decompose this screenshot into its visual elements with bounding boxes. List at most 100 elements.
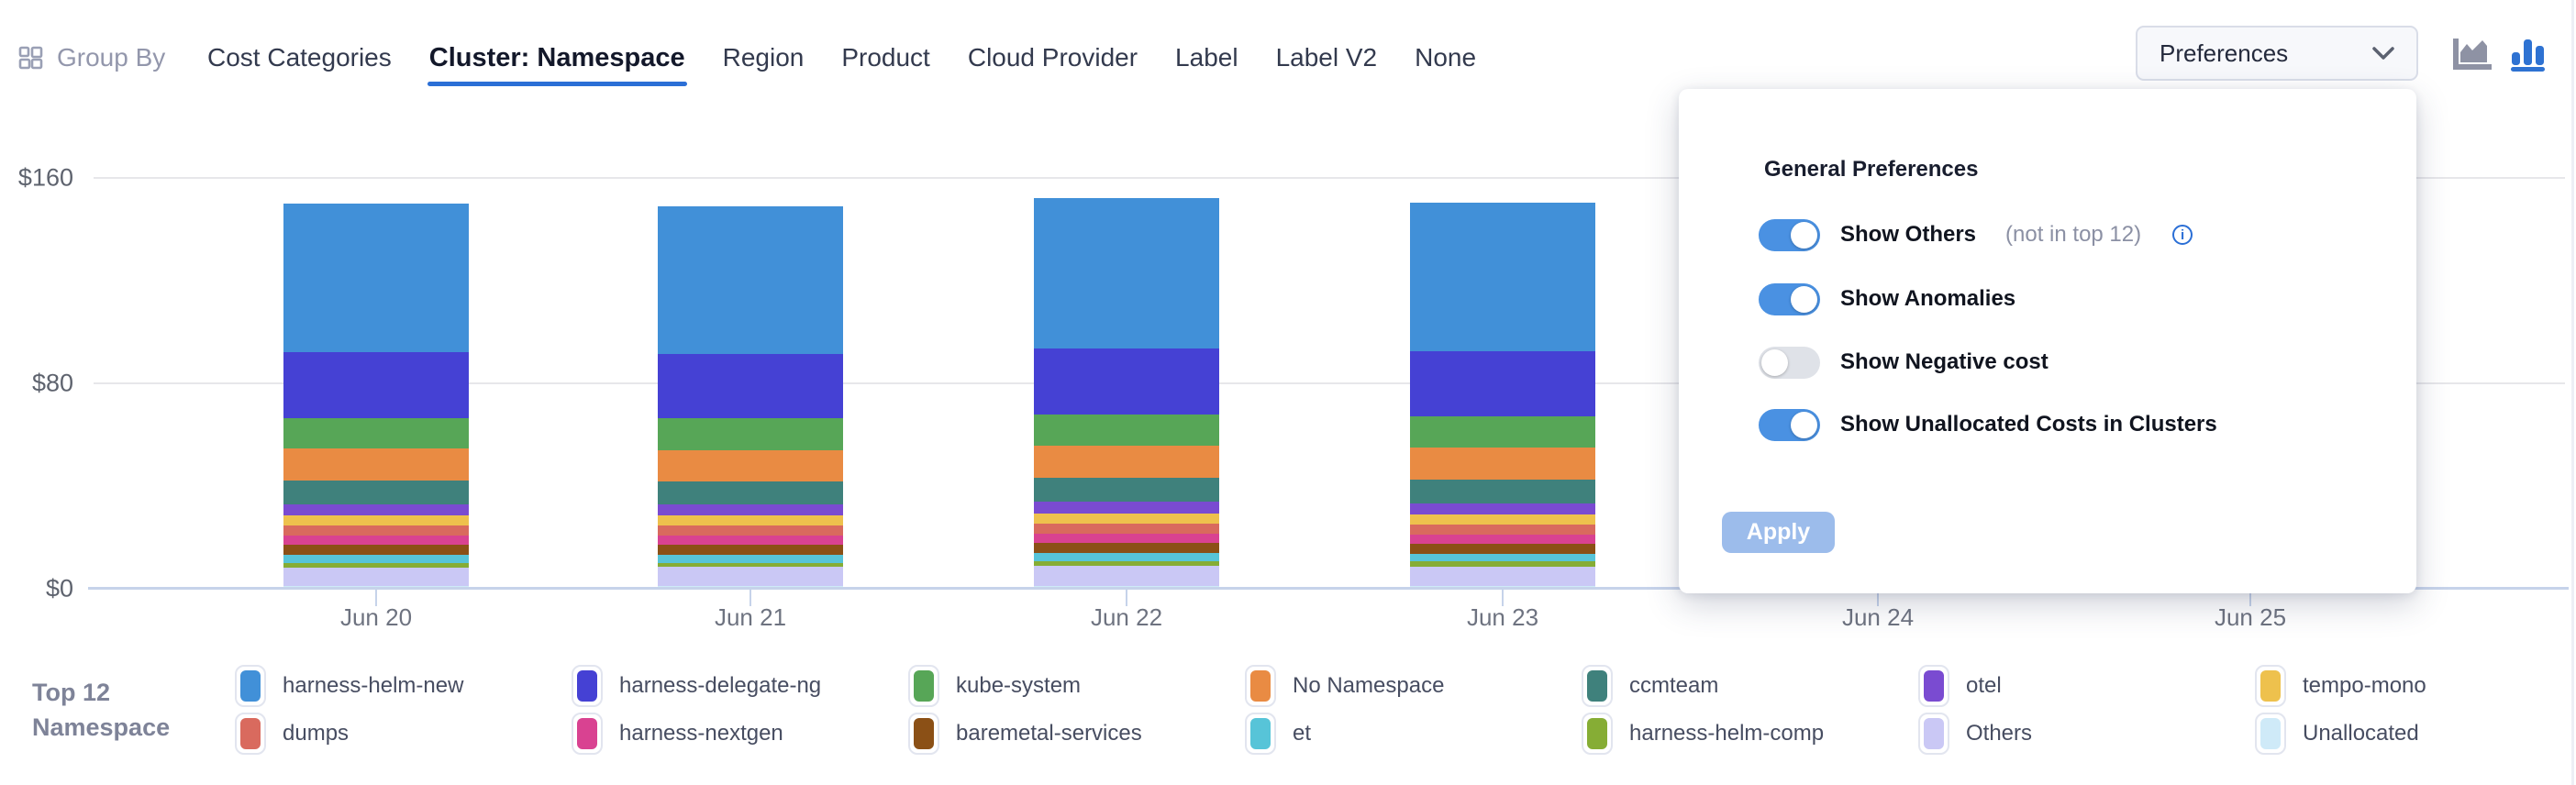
legend-color-chip — [1245, 713, 1276, 755]
bar-segment-harness-helm-comp[interactable] — [1034, 560, 1219, 566]
bar-segment-others[interactable] — [1034, 565, 1219, 587]
bar-segment-ccmteam[interactable] — [658, 481, 843, 505]
bar-segment-ccmteam[interactable] — [1034, 477, 1219, 503]
bar-segment-harness-nextgen[interactable] — [1410, 534, 1595, 544]
bar-segment-no-namespace[interactable] — [658, 449, 843, 481]
legend-item-harness-helm-new[interactable]: harness-helm-new — [235, 665, 572, 707]
bar-segment-et[interactable] — [283, 555, 469, 564]
bar-jun-20[interactable] — [283, 204, 469, 589]
bar-segment-et[interactable] — [1034, 553, 1219, 561]
toggle-switch-show-others[interactable] — [1759, 218, 1820, 251]
group-by-tabs: Cost Categories Cluster: Namespace Region P… — [207, 42, 1477, 86]
legend-item-harness-nextgen[interactable]: harness-nextgen — [572, 713, 908, 755]
bar-segment-et[interactable] — [658, 554, 843, 563]
legend-item-et[interactable]: et — [1245, 713, 1582, 755]
bar-segment-tempo-mono[interactable] — [658, 515, 843, 526]
tab-label[interactable]: Label — [1175, 43, 1238, 72]
bar-segment-otel[interactable] — [1034, 502, 1219, 514]
tab-region[interactable]: Region — [722, 43, 805, 72]
toggle-switch-show-anomalies[interactable] — [1759, 282, 1820, 315]
bar-segment-harness-delegate-ng[interactable] — [658, 353, 843, 419]
legend-item-dumps[interactable]: dumps — [235, 713, 572, 755]
tab-none[interactable]: None — [1415, 43, 1477, 72]
legend-color-chip — [235, 713, 266, 755]
legend-item-others[interactable]: Others — [1918, 713, 2255, 755]
bar-segment-harness-nextgen[interactable] — [1034, 534, 1219, 544]
bar-segment-others[interactable] — [658, 567, 843, 587]
tab-cloud-provider[interactable]: Cloud Provider — [967, 43, 1138, 72]
tab-cluster-namespace[interactable]: Cluster: Namespace — [427, 42, 687, 86]
bar-segment-others[interactable] — [1410, 566, 1595, 586]
bar-segment-others[interactable] — [283, 568, 469, 586]
bar-segment-baremetal-services[interactable] — [658, 545, 843, 555]
bar-segment-tempo-mono[interactable] — [1034, 513, 1219, 524]
toggle-knob — [1791, 285, 1817, 313]
bar-jun-21[interactable] — [658, 206, 843, 589]
bar-segment-harness-delegate-ng[interactable] — [283, 352, 469, 418]
legend-item-harness-helm-comp[interactable]: harness-helm-comp — [1582, 713, 1918, 755]
bar-segment-harness-delegate-ng[interactable] — [1410, 351, 1595, 417]
bar-segment-no-namespace[interactable] — [1410, 448, 1595, 480]
bar-jun-22[interactable] — [1034, 198, 1219, 589]
tab-cost-categories[interactable]: Cost Categories — [207, 43, 392, 72]
info-icon[interactable]: i — [2172, 225, 2193, 245]
toggle-knob — [1791, 221, 1817, 249]
area-chart-icon[interactable] — [2451, 37, 2493, 72]
bar-segment-harness-helm-comp[interactable] — [658, 562, 843, 568]
legend-item-no-namespace[interactable]: No Namespace — [1245, 665, 1582, 707]
bar-segment-baremetal-services[interactable] — [283, 545, 469, 556]
toggle-label: Show Anomalies — [1840, 286, 2016, 311]
bar-segment-dumps[interactable] — [1410, 524, 1595, 535]
bar-segment-kube-system[interactable] — [1034, 414, 1219, 446]
bar-segment-dumps[interactable] — [1034, 523, 1219, 535]
bar-segment-baremetal-services[interactable] — [1410, 543, 1595, 554]
legend-items: harness-helm-new dumps harness-delegate-ng… — [235, 662, 2576, 757]
apply-button[interactable]: Apply — [1722, 512, 1835, 553]
legend-item-kube-system[interactable]: kube-system — [908, 665, 1245, 707]
bar-segment-kube-system[interactable] — [283, 417, 469, 449]
legend-item-tempo-mono[interactable]: tempo-mono — [2255, 665, 2576, 707]
bar-chart-icon[interactable] — [2508, 37, 2550, 72]
legend-item-unallocated[interactable]: Unallocated — [2255, 713, 2576, 755]
legend-item-baremetal-services[interactable]: baremetal-services — [908, 713, 1245, 755]
bar-segment-kube-system[interactable] — [658, 418, 843, 450]
legend-label: Unallocated — [2303, 721, 2419, 746]
bar-segment-harness-nextgen[interactable] — [283, 536, 469, 546]
bar-segment-ccmteam[interactable] — [1410, 479, 1595, 503]
bar-segment-harness-helm-new[interactable] — [1410, 203, 1595, 352]
bar-segment-baremetal-services[interactable] — [1034, 543, 1219, 553]
bar-segment-harness-delegate-ng[interactable] — [1034, 348, 1219, 415]
bar-segment-et[interactable] — [1410, 553, 1595, 562]
bar-segment-harness-helm-comp[interactable] — [283, 563, 469, 569]
legend-item-ccmteam[interactable]: ccmteam — [1582, 665, 1918, 707]
preferences-dropdown[interactable]: Preferences — [2136, 26, 2418, 81]
x-axis-label: Jun 23 — [1466, 603, 1539, 631]
bar-segment-harness-helm-new[interactable] — [283, 204, 469, 353]
bar-segment-harness-nextgen[interactable] — [658, 536, 843, 546]
tab-label-v2[interactable]: Label V2 — [1275, 43, 1378, 72]
bar-segment-tempo-mono[interactable] — [283, 515, 469, 526]
bar-segment-harness-helm-comp[interactable] — [1410, 561, 1595, 567]
toggle-row-show-anomalies: Show Anomalies — [1759, 281, 2015, 317]
bar-jun-23[interactable] — [1410, 203, 1595, 589]
bar-segment-dumps[interactable] — [658, 525, 843, 536]
bar-segment-dumps[interactable] — [283, 525, 469, 536]
bar-segment-otel[interactable] — [283, 504, 469, 516]
bar-segment-harness-helm-new[interactable] — [658, 206, 843, 354]
tab-product[interactable]: Product — [841, 43, 930, 72]
legend-item-otel[interactable]: otel — [1918, 665, 2255, 707]
legend-label: ccmteam — [1629, 673, 1719, 698]
bar-segment-otel[interactable] — [658, 504, 843, 516]
toggle-switch-show-negative-cost[interactable] — [1759, 346, 1820, 379]
toggle-switch-show-unallocated-costs-in-clusters[interactable] — [1759, 408, 1820, 441]
bar-segment-harness-helm-new[interactable] — [1034, 198, 1219, 348]
toggle-label: Show Negative cost — [1840, 349, 2049, 374]
bar-segment-no-namespace[interactable] — [283, 448, 469, 481]
bar-segment-no-namespace[interactable] — [1034, 445, 1219, 478]
bar-segment-tempo-mono[interactable] — [1410, 514, 1595, 525]
bar-segment-ccmteam[interactable] — [283, 481, 469, 505]
preferences-dropdown-label: Preferences — [2160, 39, 2289, 67]
bar-segment-otel[interactable] — [1410, 503, 1595, 514]
bar-segment-kube-system[interactable] — [1410, 416, 1595, 448]
legend-item-harness-delegate-ng[interactable]: harness-delegate-ng — [572, 665, 908, 707]
